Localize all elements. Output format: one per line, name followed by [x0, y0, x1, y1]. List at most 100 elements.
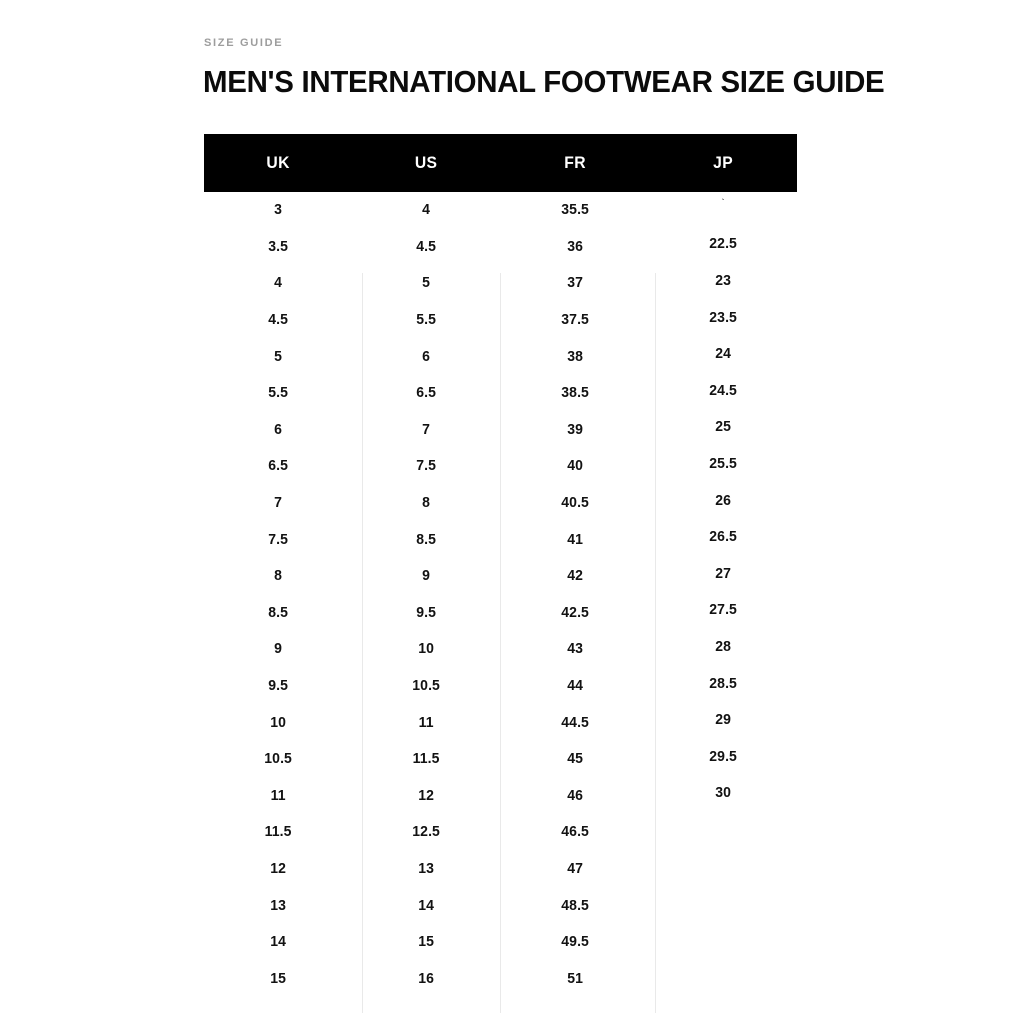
cell-uk: 12: [270, 860, 287, 877]
table-row: 4.5 5.5 37.5 23.5: [204, 302, 797, 339]
cell-uk: 10.5: [264, 751, 292, 768]
column-divider-uk-us: [362, 273, 363, 1013]
cell-us: 11: [418, 714, 434, 731]
table-row: 5 6 38 24: [204, 338, 797, 375]
cell-jp: [652, 924, 794, 961]
size-conversion-table: UK US FR JP 3 4 35.5 ` 3.5 4.5 36 22.5 4 5 37 23 4.5…: [204, 134, 797, 1013]
table-row: 14 15 49.5: [204, 924, 797, 961]
table-row: 7.5 8.5 41 26.5: [204, 521, 797, 558]
cell-jp: 23.5: [709, 309, 737, 326]
cell-us: 9: [422, 568, 431, 585]
table-rows: 3 4 35.5 ` 3.5 4.5 36 22.5 4 5 37 23 4.5 5.5 37.5 23.5 5…: [204, 192, 797, 997]
cell-us: 16: [418, 970, 435, 987]
cell-jp: [652, 814, 794, 851]
cell-uk: 9.5: [268, 678, 289, 695]
cell-uk: 6: [274, 421, 283, 438]
cell-fr: 46.5: [560, 824, 589, 841]
table-row: 13 14 48.5: [204, 887, 797, 924]
cell-uk: 11.5: [264, 824, 292, 841]
column-header-jp: JP: [712, 153, 733, 172]
table-row: 11.5 12.5 46.5: [204, 814, 797, 851]
cell-jp: `: [721, 198, 725, 207]
cell-uk: 3.5: [268, 238, 289, 255]
cell-jp: 28: [714, 638, 731, 655]
cell-jp: 22.5: [709, 236, 737, 253]
table-row: 10.5 11.5 45 29.5: [204, 741, 797, 778]
table-row: 15 16 51: [204, 960, 797, 997]
cell-jp: 23: [714, 272, 731, 289]
cell-uk: 9: [274, 641, 283, 658]
cell-fr: 37: [566, 275, 583, 292]
column-header-fr: FR: [563, 153, 586, 172]
cell-jp: 28.5: [709, 675, 737, 692]
cell-fr: 49.5: [560, 934, 589, 951]
cell-fr: 44.5: [560, 714, 589, 731]
cell-jp: 24: [714, 346, 731, 363]
cell-uk: 7: [274, 495, 283, 512]
table-row: 8 9 42 27: [204, 558, 797, 595]
cell-fr: 51: [566, 970, 583, 987]
column-divider-us-fr: [500, 273, 501, 1013]
cell-us: 6.5: [416, 385, 437, 402]
page-title: MEN'S INTERNATIONAL FOOTWEAR SIZE GUIDE: [203, 65, 885, 99]
cell-fr: 47: [566, 860, 583, 877]
table-row: 7 8 40.5 26: [204, 485, 797, 522]
column-header-us: US: [415, 153, 438, 172]
cell-fr: 42: [566, 568, 583, 585]
cell-fr: 40.5: [560, 495, 589, 512]
column-header-uk: UK: [266, 153, 290, 172]
eyebrow-label: SIZE GUIDE: [204, 37, 284, 49]
table-row: 12 13 47: [204, 851, 797, 888]
cell-fr: 38.5: [560, 385, 589, 402]
cell-jp: 25.5: [709, 455, 737, 472]
cell-us: 6: [422, 348, 431, 365]
cell-fr: 36: [566, 238, 583, 255]
table-row: 5.5 6.5 38.5 24.5: [204, 375, 797, 412]
cell-uk: 7.5: [268, 531, 289, 548]
cell-uk: 10: [270, 714, 287, 731]
table-body: 3 4 35.5 ` 3.5 4.5 36 22.5 4 5 37 23 4.5 5.5 37.5 23.5 5…: [204, 192, 797, 1013]
cell-jp: 26.5: [709, 529, 737, 546]
cell-jp: 27: [714, 565, 731, 582]
cell-us: 12.5: [412, 824, 441, 841]
cell-uk: 8: [274, 568, 283, 585]
cell-uk: 3: [274, 202, 283, 219]
cell-jp: 25: [714, 419, 731, 436]
cell-fr: 38: [566, 348, 583, 365]
cell-jp: 24.5: [709, 382, 737, 399]
cell-uk: 15: [270, 970, 287, 987]
cell-uk: 14: [270, 934, 287, 951]
table-header-row: UK US FR JP: [204, 134, 797, 192]
cell-uk: 8.5: [268, 604, 289, 621]
cell-fr: 39: [566, 421, 583, 438]
cell-us: 8.5: [416, 531, 437, 548]
table-row: 9 10 43 28: [204, 631, 797, 668]
table-row: 10 11 44.5 29: [204, 704, 797, 741]
cell-fr: 37.5: [560, 312, 589, 329]
cell-us: 5.5: [416, 312, 437, 329]
cell-us: 7: [422, 421, 431, 438]
cell-fr: 40: [566, 458, 583, 475]
cell-us: 5: [422, 275, 431, 292]
cell-uk: 5: [274, 348, 283, 365]
column-divider-fr-jp: [655, 273, 656, 1013]
cell-uk: 4.5: [268, 312, 289, 329]
cell-fr: 44: [566, 678, 583, 695]
cell-uk: 5.5: [268, 385, 289, 402]
cell-jp: [652, 887, 794, 924]
cell-jp: 27.5: [709, 602, 737, 619]
cell-fr: 46: [566, 787, 583, 804]
cell-fr: 42.5: [560, 604, 589, 621]
table-row: 8.5 9.5 42.5 27.5: [204, 595, 797, 632]
cell-jp: [652, 960, 794, 997]
cell-us: 15: [418, 934, 435, 951]
cell-us: 12: [418, 787, 435, 804]
cell-fr: 43: [566, 641, 583, 658]
cell-uk: 13: [270, 897, 287, 914]
cell-us: 13: [418, 860, 435, 877]
cell-jp: 26: [714, 492, 731, 509]
cell-uk: 11: [270, 787, 286, 804]
cell-jp: [652, 851, 794, 888]
cell-us: 9.5: [416, 604, 437, 621]
